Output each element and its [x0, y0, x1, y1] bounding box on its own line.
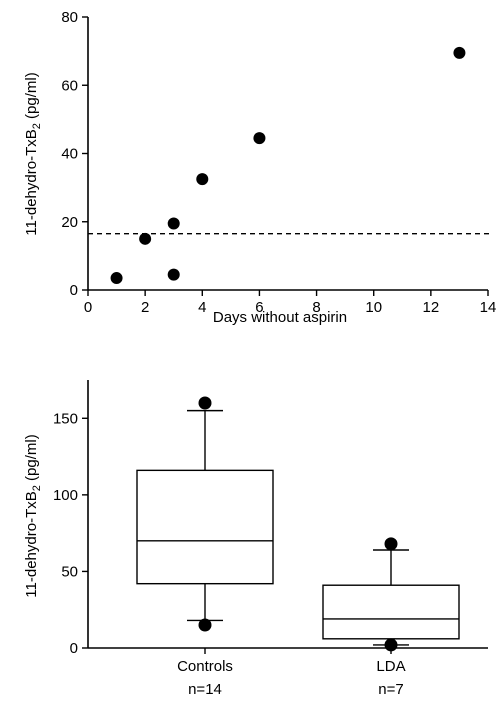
box-y-ticks: 0 50 100 150	[53, 410, 88, 657]
box-groups: Controls n=14 LDA n=7	[137, 396, 459, 698]
scatter-y-tick-label: 40	[61, 146, 78, 163]
scatter-x-axis-title: Days without aspirin	[213, 309, 347, 326]
scatter-y-axis-title-unit: (pg/ml)	[23, 72, 40, 123]
scatter-y-tick-label: 0	[70, 282, 78, 299]
scatter-x-tick-label: 12	[423, 299, 440, 316]
scatter-x-tick-label: 10	[365, 299, 382, 316]
scatter-point	[253, 132, 265, 144]
scatter-x-tick-label: 14	[480, 299, 497, 316]
box-y-tick-label: 150	[53, 410, 78, 427]
scatter-point	[196, 173, 208, 185]
box-outlier	[385, 638, 398, 651]
scatter-y-ticks: 0 20 40 60 80	[61, 9, 88, 299]
box-y-tick-label: 100	[53, 487, 78, 504]
box-y-axis-title-main: 11-dehydro-TxB	[23, 491, 40, 597]
box-y-tick-label: 0	[70, 640, 78, 657]
box-category-label: LDA	[376, 658, 405, 675]
scatter-y-axis-title-main: 11-dehydro-TxB	[23, 129, 40, 235]
scatter-x-tick-label: 2	[141, 299, 149, 316]
scatter-points	[111, 47, 466, 284]
scatter-y-tick-label: 80	[61, 9, 78, 26]
box-outlier	[199, 396, 212, 409]
scatter-point	[168, 217, 180, 229]
scatter-x-tick-label: 4	[198, 299, 206, 316]
box-y-axis-title: 11-dehydro-TxB2 (pg/ml)	[23, 434, 43, 597]
scatter-x-tick-label: 0	[84, 299, 92, 316]
scatter-y-tick-label: 20	[61, 214, 78, 231]
scatter-point	[453, 47, 465, 59]
box-category-n: n=14	[188, 681, 222, 698]
scatter-y-axis-title: 11-dehydro-TxB2 (pg/ml)	[23, 72, 43, 235]
scatter-y-tick-label: 60	[61, 77, 78, 94]
box-y-axis-title-unit: (pg/ml)	[23, 434, 40, 485]
box-group: LDA n=7	[323, 537, 459, 698]
box-outlier	[199, 619, 212, 632]
box-category-label: Controls	[177, 658, 233, 675]
box-category-n: n=7	[378, 681, 403, 698]
box-rect	[137, 470, 273, 583]
box-y-tick-label: 50	[61, 563, 78, 580]
box-rect	[323, 585, 459, 639]
scatter-point	[139, 233, 151, 245]
box-chart: 0 50 100 150 Controls n=14 LDA n=7 11-dehydro-…	[23, 380, 488, 698]
scatter-point	[111, 272, 123, 284]
box-outlier	[385, 537, 398, 550]
scatter-point	[168, 269, 180, 281]
box-group: Controls n=14	[137, 396, 273, 698]
